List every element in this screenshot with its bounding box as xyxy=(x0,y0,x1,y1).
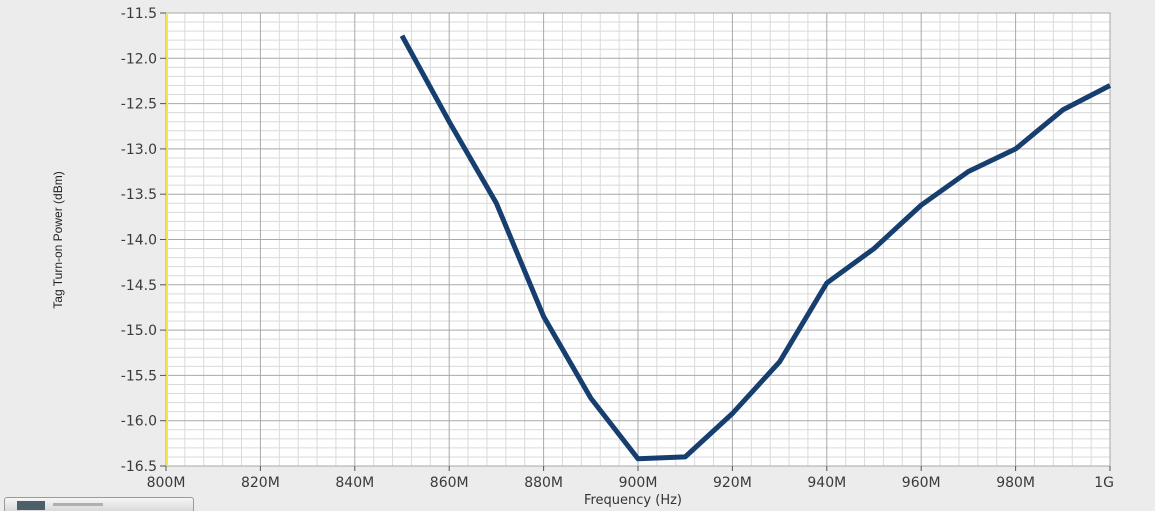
palette-swatch xyxy=(17,501,45,510)
x-tick-label: 880M xyxy=(524,475,563,491)
x-tick-label: 960M xyxy=(902,475,941,491)
y-tick-label: -12.5 xyxy=(121,97,157,113)
y-tick-labels: -11.5 -12.0 -12.5 -13.0 -13.5 -14.0 -14.5 -15.0… xyxy=(121,6,166,475)
x-tick-label: 900M xyxy=(619,475,658,491)
x-tick-label: 840M xyxy=(335,475,374,491)
x-tick-label: 860M xyxy=(430,475,469,491)
x-tick-labels: 800M 820M 840M 860M 880M 900M 920M 940M 960M 980M… xyxy=(147,466,1114,491)
palette-tab-text-stub xyxy=(53,503,103,506)
y-tick-label: -14.5 xyxy=(121,278,157,294)
y-tick-label: -11.5 xyxy=(121,6,157,22)
y-tick-label: -15.5 xyxy=(121,368,157,384)
x-tick-label: 820M xyxy=(241,475,280,491)
x-tick-label: 920M xyxy=(713,475,752,491)
y-tick-label: -16.0 xyxy=(121,414,157,430)
x-tick-label: 940M xyxy=(807,475,846,491)
y-axis-title: Tag Turn-on Power (dBm) xyxy=(51,171,65,308)
y-tick-label: -13.5 xyxy=(121,187,157,203)
x-tick-label: 980M xyxy=(996,475,1035,491)
y-tick-label: -14.0 xyxy=(121,233,157,249)
y-tick-label: -12.0 xyxy=(121,51,157,67)
graph-palette-tab[interactable] xyxy=(4,497,194,511)
y-tick-label: -13.0 xyxy=(121,142,157,158)
x-tick-label: 800M xyxy=(147,475,186,491)
x-axis-title: Frequency (Hz) xyxy=(584,493,682,508)
y-tick-label: -15.0 xyxy=(121,323,157,339)
y-tick-label: -16.5 xyxy=(121,459,157,475)
x-tick-label: 1G xyxy=(1094,475,1114,491)
